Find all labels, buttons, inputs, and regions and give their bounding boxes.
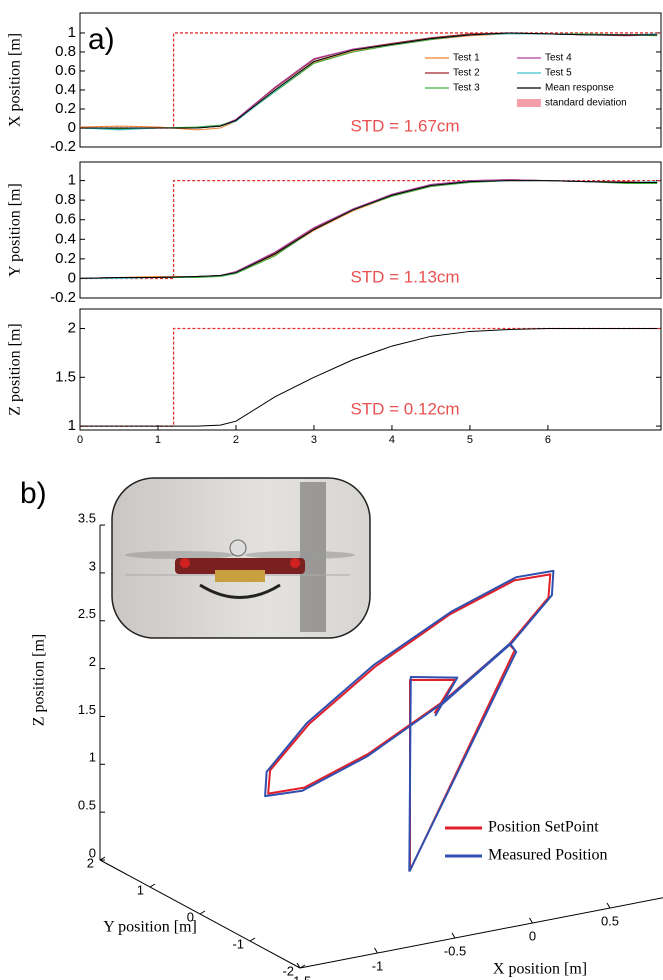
x-tick-label: 0 — [529, 928, 536, 943]
legend-label: Position SetPoint — [488, 819, 599, 836]
y-tick-label: -0.2 — [50, 138, 76, 155]
series-line — [80, 328, 658, 427]
y-tick-label: 1 — [68, 24, 76, 41]
z-tick-label: 2.5 — [78, 606, 96, 621]
trajectory — [267, 573, 552, 871]
x-tick-label: 2 — [233, 434, 239, 446]
x-tick-label: 0 — [77, 434, 83, 446]
plot-frame — [79, 12, 662, 148]
y-tick — [299, 964, 306, 969]
x-tick-label: 6 — [545, 434, 551, 446]
z-tick-label: 0.5 — [78, 798, 96, 813]
z-tick-label: 1.5 — [78, 702, 96, 717]
y-tick-label: 2 — [87, 855, 94, 870]
z-tick-label: 3.5 — [78, 510, 96, 525]
legend-label: Test 3 — [453, 83, 480, 94]
legend-label: Test 4 — [545, 53, 572, 64]
y-tick-label: 0.4 — [55, 230, 76, 247]
z-tick-label: 2 — [89, 654, 96, 669]
series-line — [79, 179, 658, 279]
y-tick-label: 0.8 — [55, 191, 76, 208]
y-tick-label: 0 — [187, 909, 194, 924]
y-tick — [199, 910, 206, 915]
y-tick — [249, 937, 256, 942]
y-axis-label: Y position [m] — [7, 183, 24, 277]
y-tick-label: 1 — [68, 417, 76, 434]
x-tick-label: -1.5 — [289, 973, 311, 980]
y-tick-label: -0.2 — [50, 289, 76, 306]
y-tick-label: 0.6 — [55, 62, 76, 79]
z-tick-label: 3 — [89, 558, 96, 573]
y-tick-label: 0 — [68, 269, 76, 286]
y-axis-label: X position [m] — [7, 33, 24, 127]
y-axis-label: Z position [m] — [7, 323, 24, 415]
annotation: STD = 0.12cm — [350, 399, 459, 418]
legend-swatch — [517, 99, 541, 107]
y-tick-label: -1 — [232, 936, 244, 951]
x-tick-label: -1 — [372, 958, 384, 973]
x-tick — [606, 902, 611, 909]
series-line — [79, 180, 658, 279]
z-tick-label: 1 — [89, 750, 96, 765]
annotation: STD = 1.13cm — [350, 267, 459, 286]
x-tick-label: -0.5 — [444, 943, 466, 958]
series-line — [79, 180, 658, 279]
x-axis — [299, 897, 663, 969]
plot-frame — [79, 308, 662, 431]
series-line — [80, 179, 661, 280]
series-line — [80, 32, 658, 129]
legend-label: Measured Position — [488, 847, 608, 864]
y-tick — [99, 856, 106, 861]
trajectory — [264, 569, 555, 873]
x-tick — [374, 947, 378, 954]
legend-label: Mean response — [545, 83, 614, 94]
z-tick-label: 0 — [89, 845, 96, 860]
x-tick-label: 1 — [155, 434, 161, 446]
y-tick-label: -2 — [282, 963, 294, 978]
y-tick-label: 0.6 — [55, 211, 76, 228]
x-tick-label: 3 — [311, 434, 317, 446]
y-axis-label: Y position [m] — [103, 919, 197, 936]
y-tick-label: 0.2 — [55, 250, 76, 267]
y-tick-label: 1 — [137, 882, 144, 897]
legend-label: standard deviation — [545, 98, 627, 109]
y-tick-label: 0.2 — [55, 100, 76, 117]
plot-frame — [79, 161, 662, 299]
series-line — [80, 180, 658, 279]
legend-label: Test 5 — [545, 68, 572, 79]
annotation: STD = 1.67cm — [350, 116, 459, 135]
x-tick-label: 4 — [389, 434, 395, 446]
y-tick-label: 0.8 — [55, 43, 76, 60]
y-tick-label: 1 — [68, 172, 76, 189]
x-tick — [451, 932, 456, 939]
drone-photo — [111, 477, 371, 639]
series-line — [79, 179, 658, 279]
x-tick-label: 5 — [467, 434, 473, 446]
legend-label: Test 2 — [453, 68, 480, 79]
panel-label: b) — [20, 477, 47, 510]
x-tick — [296, 962, 301, 969]
series-line — [80, 32, 658, 129]
y-tick — [149, 883, 156, 888]
legend-label: Test 1 — [453, 53, 480, 64]
y-tick-label: 0.4 — [55, 81, 76, 98]
x-tick — [529, 917, 533, 924]
x-axis-label: X position [m] — [493, 961, 587, 978]
z-axis-label: Z position [m] — [31, 634, 48, 726]
series-line — [79, 180, 658, 279]
x-tick-label: 0.5 — [601, 913, 619, 928]
y-tick-label: 0 — [68, 119, 76, 136]
y-tick-label: 1.5 — [55, 368, 76, 385]
y-tick-label: 2 — [68, 319, 76, 336]
panel-label: a) — [88, 23, 115, 56]
